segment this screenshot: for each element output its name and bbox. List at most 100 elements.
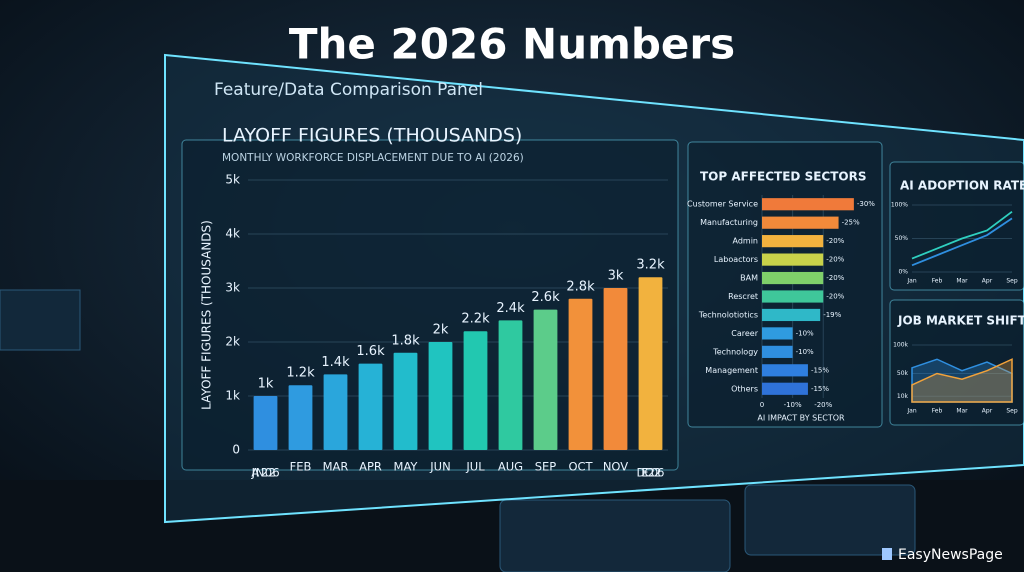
bar: [762, 308, 821, 322]
bar: [762, 345, 793, 358]
bar: [762, 364, 808, 377]
x-tick-label: Jan: [906, 408, 916, 415]
side-screen: [0, 289, 81, 351]
value-label: -20%: [826, 237, 844, 245]
chart-title: AI ADOPTION RATE: [900, 179, 1024, 193]
y-tick-label: 50%: [895, 235, 909, 242]
bar: [498, 320, 523, 450]
bar: [428, 342, 453, 450]
bar: [253, 396, 278, 450]
y-axis-label: LAYOFF FIGURES (THOUSANDS): [200, 220, 214, 410]
y-tick-label: 5k: [225, 173, 240, 187]
x-tick-label: AUG: [498, 460, 523, 474]
y-tick-label: 0%: [898, 269, 908, 276]
bar: [762, 327, 793, 340]
y-tick-label: Rescret: [728, 292, 758, 301]
brand: EasyNewsPage: [898, 547, 1003, 563]
value-label: -15%: [811, 366, 829, 374]
x-tick-label: Mar: [956, 408, 968, 415]
value-label: 3.2k: [636, 258, 665, 273]
y-tick-label: Customer Service: [687, 200, 758, 209]
x-tick-label: APR: [359, 460, 382, 474]
x-tick-label: JUN: [429, 460, 450, 474]
area: [911, 358, 1013, 403]
y-tick-label: 0: [232, 443, 240, 457]
x-tick-label: Mar: [956, 278, 968, 285]
x-tick-label: -10%: [784, 401, 802, 409]
sub-panel: [687, 141, 883, 428]
brand-icon: [882, 548, 892, 560]
y-tick-label: 3k: [225, 281, 240, 295]
value-label: -25%: [842, 219, 860, 227]
y-tick-label: Laboactors: [714, 255, 758, 264]
bar: [568, 298, 593, 450]
x-tick-label: Jan: [906, 278, 916, 285]
value-label: 2.8k: [566, 279, 595, 294]
value-label: -19%: [823, 311, 841, 319]
bar: [762, 198, 854, 211]
bar: [762, 271, 824, 285]
x-tick-label: Sep: [1006, 408, 1018, 415]
chart-title: TOP AFFECTED SECTORS: [700, 170, 866, 184]
value-label: -15%: [811, 385, 829, 393]
value-label: 1.2k: [286, 366, 315, 381]
bar: [762, 235, 824, 248]
x-tick-label: JUL: [465, 460, 485, 474]
y-tick-label: 4k: [225, 227, 240, 241]
value-label: 1.8k: [391, 333, 420, 348]
y-tick-label: Technolotiotics: [698, 310, 758, 319]
x-tick-label: OCT: [568, 460, 593, 474]
x-tick-label: FEB: [290, 460, 312, 474]
x-tick-label: Apr: [982, 278, 993, 285]
value-label: 2k: [433, 323, 449, 338]
bar: [393, 352, 418, 450]
value-label: 3k: [608, 269, 624, 284]
monitor: [744, 484, 916, 556]
chart-title: LAYOFF FIGURES (THOUSANDS): [222, 125, 522, 147]
x-tick-label: 0: [760, 401, 764, 409]
y-tick-label: Management: [705, 366, 758, 375]
page-title: The 2026 Numbers: [289, 20, 735, 69]
line: [911, 210, 1013, 260]
x-tick-label: -20%: [814, 401, 832, 409]
y-tick-label: Manufacturing: [700, 218, 758, 227]
y-tick-label: 50k: [897, 370, 909, 377]
bar: [603, 288, 628, 450]
chart-title: JOB MARKET SHIFTS: [897, 314, 1024, 328]
bar: [533, 309, 558, 450]
y-tick-label: BAM: [740, 274, 758, 283]
bar: [762, 382, 808, 395]
bar: [358, 363, 383, 450]
sub-panel: [889, 161, 1024, 291]
x-tick-label: Feb: [932, 278, 943, 285]
y-tick-label: Others: [731, 384, 758, 393]
y-tick-label: 100%: [891, 202, 908, 209]
bar: [762, 290, 824, 303]
x-tick-label: NOV: [603, 460, 628, 474]
x-tick-label: DEC 2026: [637, 466, 665, 480]
x-tick-label: Feb: [932, 408, 943, 415]
value-label: -30%: [857, 200, 875, 208]
value-label: -10%: [796, 348, 814, 356]
chart-subtitle: MONTHLY WORKFORCE DISPLACEMENT DUE TO AI…: [222, 152, 524, 164]
bar: [762, 216, 839, 229]
bar: [463, 331, 488, 450]
x-tick-label: MAR: [323, 460, 349, 474]
y-tick-label: 2k: [225, 335, 240, 349]
value-label: -10%: [796, 329, 814, 337]
value-label: -20%: [826, 293, 844, 301]
x-tick-label: Sep: [1006, 278, 1018, 285]
value-label: 2.2k: [461, 312, 490, 327]
bar: [762, 253, 824, 266]
value-label: 1.4k: [321, 355, 350, 370]
line: [911, 217, 1013, 267]
y-tick-label: 1k: [225, 389, 240, 403]
y-tick-label: Career: [731, 329, 758, 338]
bar: [288, 385, 313, 450]
monitor: [499, 499, 731, 572]
value-label: 2.6k: [531, 290, 560, 305]
x-tick-label: Apr: [982, 408, 993, 415]
x-tick-label: MAY: [394, 460, 419, 474]
